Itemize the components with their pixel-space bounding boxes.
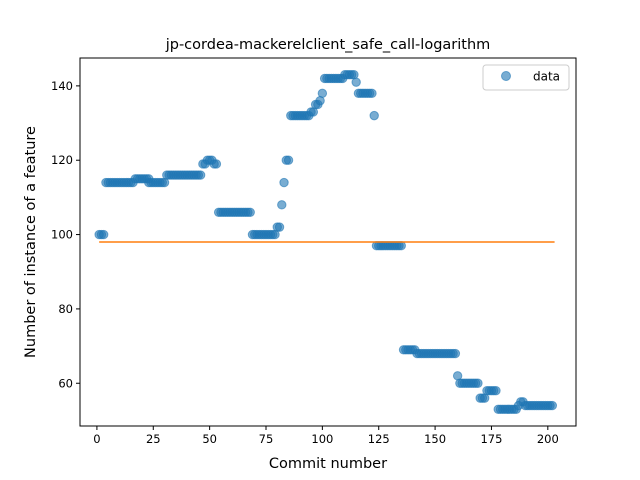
y-tick-label: 60 xyxy=(58,376,73,390)
data-point xyxy=(369,110,379,121)
y-tick-label: 140 xyxy=(51,79,73,93)
x-tick-label: 50 xyxy=(202,432,217,446)
data-point xyxy=(98,229,109,240)
x-axis-label: Commit number xyxy=(269,456,387,472)
y-axis-label: Number of instance of a feature xyxy=(23,126,39,358)
data-point xyxy=(195,170,206,180)
legend-marker-data xyxy=(501,71,511,81)
legend: data xyxy=(482,64,570,91)
data-point xyxy=(473,378,483,388)
x-tick-label: 175 xyxy=(480,432,502,446)
x-tick-label: 0 xyxy=(93,432,100,446)
x-tick-label: 75 xyxy=(259,432,274,446)
y-tick-label: 120 xyxy=(51,153,73,167)
data-point xyxy=(450,348,461,359)
y-tick-label: 100 xyxy=(51,228,73,242)
data-point xyxy=(491,385,501,396)
data-point xyxy=(317,88,328,99)
x-tick-label: 150 xyxy=(424,432,446,446)
data-point xyxy=(277,200,287,210)
series-layer xyxy=(94,70,558,414)
chart-title: jp-cordea-mackerelclient_safe_call-logar… xyxy=(165,37,491,53)
x-tick-label: 100 xyxy=(311,432,333,446)
y-tick-label: 80 xyxy=(58,302,73,316)
x-tick-label: 200 xyxy=(537,432,559,446)
data-point xyxy=(245,207,255,217)
legend-label-data: data xyxy=(533,70,560,84)
data-point xyxy=(274,222,285,232)
data-point xyxy=(211,159,222,169)
data-point xyxy=(547,400,558,411)
data-point xyxy=(279,177,289,188)
data-point xyxy=(367,88,377,99)
data-point xyxy=(283,155,294,165)
x-tick-label: 25 xyxy=(146,432,161,446)
plot-frame xyxy=(79,57,577,427)
x-tick-label: 125 xyxy=(368,432,390,446)
data-point xyxy=(351,77,361,87)
x-axis-ticks: 0 25 50 75 100 125 150 175 200 xyxy=(93,426,559,446)
y-axis-ticks: 60 80 100 120 140 xyxy=(51,79,80,390)
